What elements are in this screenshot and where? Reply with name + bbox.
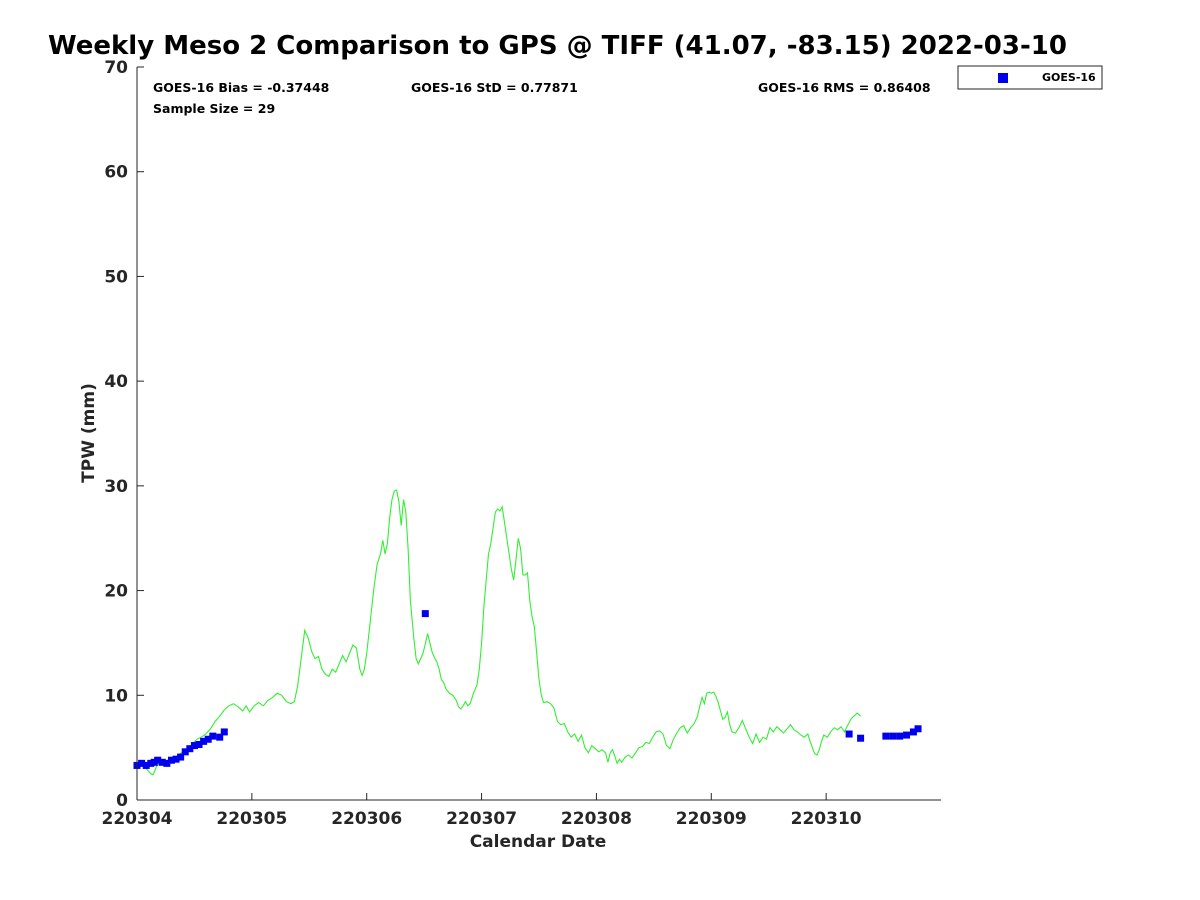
x-tick-label: 220304	[102, 809, 173, 829]
gps-series	[136, 489, 861, 776]
goes-16-point	[172, 755, 180, 763]
goes-16-point	[181, 748, 189, 756]
chart-title: Weekly Meso 2 Comparison to GPS @ TIFF (…	[48, 31, 1067, 61]
y-tick-label: 30	[104, 477, 128, 497]
x-tick-label: 220309	[676, 809, 747, 829]
legend: GOES-16	[957, 65, 1103, 90]
goes-16-point	[177, 753, 185, 761]
sample-size-stat: Sample Size = 29	[153, 101, 275, 116]
x-tick-label: 220306	[331, 809, 402, 829]
legend-box	[957, 65, 1103, 90]
y-tick-label: 0	[116, 791, 128, 811]
y-tick-label: 10	[104, 686, 128, 706]
goes-16-point	[209, 732, 217, 740]
legend-marker-goes-16	[998, 73, 1008, 83]
goes-16-point	[186, 745, 194, 753]
y-tick-label: 60	[104, 163, 128, 183]
y-tick-label: 50	[104, 267, 128, 287]
goes-16-point	[845, 730, 853, 738]
rms-stat: GOES-16 RMS = 0.86408	[758, 80, 931, 95]
y-tick-label: 20	[104, 582, 128, 602]
goes-16-point	[167, 756, 175, 764]
plot-area	[137, 67, 941, 800]
goes-16-point	[216, 733, 224, 741]
goes-16-point	[909, 728, 917, 736]
x-tick-label: 220305	[216, 809, 287, 829]
goes-16-point	[163, 759, 171, 767]
x-tick-label: 220308	[561, 809, 632, 829]
y-axis-label: TPW (mm)	[79, 383, 99, 483]
goes-16-point	[896, 732, 904, 740]
goes-16-point	[914, 725, 922, 733]
legend-label-goes-16: GOES-16	[1042, 71, 1096, 84]
std-stat: GOES-16 StD = 0.77871	[411, 80, 578, 95]
goes-16-series	[133, 610, 922, 769]
goes-16-point	[204, 735, 212, 743]
x-tick-label: 220310	[791, 809, 862, 829]
x-tick-label: 220307	[446, 809, 517, 829]
goes-16-point	[421, 610, 429, 618]
goes-16-point	[154, 756, 162, 764]
goes-16-point	[158, 758, 166, 766]
goes-16-point	[195, 741, 203, 749]
goes-16-point	[200, 737, 208, 745]
goes-16-point	[142, 761, 150, 769]
x-axis-label: Calendar Date	[470, 832, 607, 852]
goes-16-point	[857, 734, 865, 742]
y-tick-label: 40	[104, 372, 128, 392]
goes-16-point	[889, 732, 897, 740]
x-axis-ticks: 220304 220305 220306 220307 220308 220309 2203…	[102, 793, 862, 829]
goes-16-point	[903, 731, 911, 739]
y-axis-ticks: 0 10 20 30 40 50 60 70	[104, 58, 144, 811]
y-tick-label: 70	[104, 58, 128, 78]
bias-stat: GOES-16 Bias = -0.37448	[153, 80, 329, 95]
gps-line	[136, 489, 861, 776]
goes-16-point	[190, 742, 198, 750]
goes-16-point	[882, 732, 890, 740]
goes-16-point	[138, 759, 146, 767]
goes-16-point	[220, 728, 228, 736]
